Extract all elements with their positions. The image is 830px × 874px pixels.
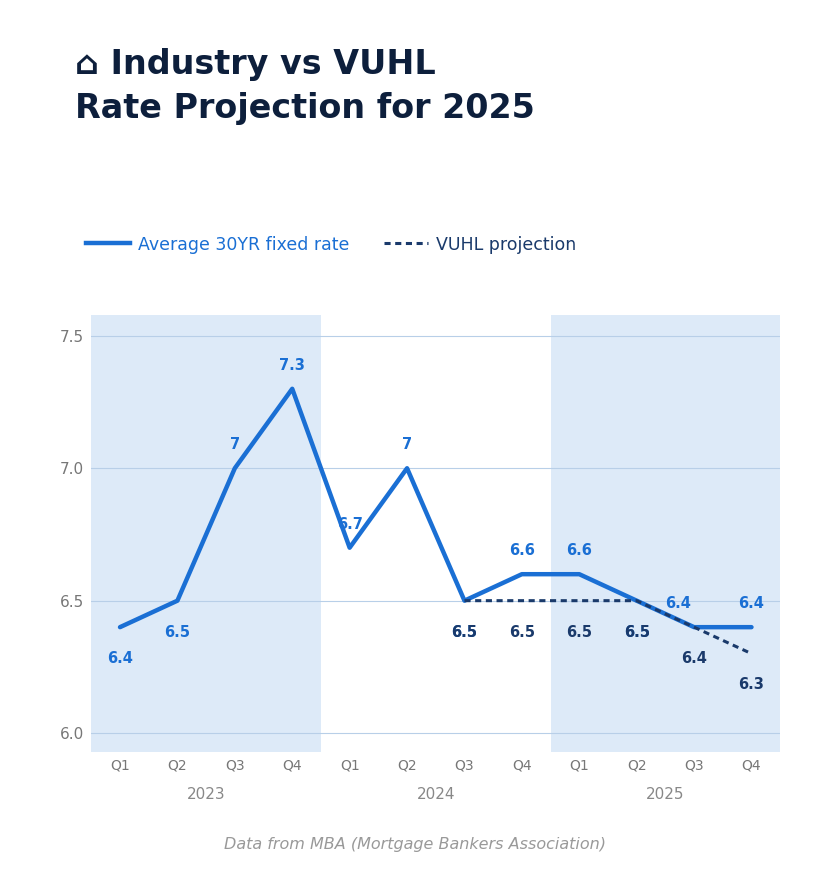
Text: 6.5: 6.5 <box>509 625 535 640</box>
Text: 2025: 2025 <box>646 787 685 801</box>
Text: 7.3: 7.3 <box>279 358 305 373</box>
Text: 6.5: 6.5 <box>452 625 477 640</box>
Legend: Average 30YR fixed rate, VUHL projection: Average 30YR fixed rate, VUHL projection <box>86 235 577 253</box>
Text: 7: 7 <box>230 437 240 453</box>
Bar <box>91 315 321 752</box>
Text: 7: 7 <box>402 437 413 453</box>
Bar <box>321 315 550 752</box>
Text: ⌂ Industry vs VUHL: ⌂ Industry vs VUHL <box>75 48 436 81</box>
Text: 2024: 2024 <box>417 787 455 801</box>
Text: 6.4: 6.4 <box>666 596 691 611</box>
Text: 6.4: 6.4 <box>107 651 133 666</box>
Text: 6.5: 6.5 <box>623 625 650 640</box>
Text: 6.4: 6.4 <box>681 651 707 666</box>
Bar <box>550 315 780 752</box>
Text: 2023: 2023 <box>187 787 226 801</box>
Text: Rate Projection for 2025: Rate Projection for 2025 <box>75 92 535 125</box>
Text: Data from MBA (Mortgage Bankers Association): Data from MBA (Mortgage Bankers Associat… <box>224 837 606 852</box>
Text: 6.7: 6.7 <box>337 517 363 531</box>
Text: 6.5: 6.5 <box>623 625 650 640</box>
Text: 6.6: 6.6 <box>566 544 593 558</box>
Text: 6.4: 6.4 <box>739 596 764 611</box>
Text: 6.5: 6.5 <box>452 625 477 640</box>
Text: 6.3: 6.3 <box>739 677 764 692</box>
Text: 6.5: 6.5 <box>164 625 190 640</box>
Text: 6.6: 6.6 <box>509 544 535 558</box>
Text: 6.5: 6.5 <box>566 625 593 640</box>
